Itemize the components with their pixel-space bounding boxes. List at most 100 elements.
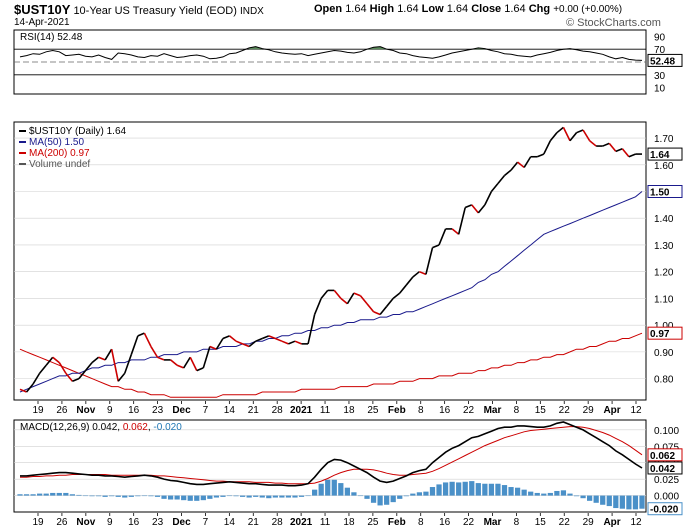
x-tick-label: 26 <box>56 405 68 416</box>
macd-hist-bar <box>298 495 305 497</box>
macd-hist-bar <box>554 490 560 496</box>
price-segment <box>268 335 276 340</box>
price-segment <box>137 332 145 337</box>
macd-hist-bar <box>331 479 337 496</box>
macd-hist-bar <box>534 492 540 496</box>
low-value: 1.64 <box>446 3 469 15</box>
price-segment <box>78 370 87 380</box>
price-segment <box>176 364 184 369</box>
price-segment <box>366 303 375 313</box>
macd-legend-part: -0.020 <box>153 422 182 433</box>
x-tick-label: Nov <box>76 405 95 416</box>
macd-hist-bar <box>115 495 121 497</box>
price-segment <box>333 289 342 299</box>
price-segment <box>477 204 486 214</box>
price-segment <box>386 297 394 307</box>
rsi-line <box>19 46 643 61</box>
hist-value-tag-box <box>647 502 683 516</box>
price-segment <box>229 335 237 342</box>
x-tick-label: 19 <box>32 405 44 416</box>
x-tick-label: 18 <box>343 517 355 528</box>
macd-hist-bar <box>30 494 36 496</box>
x-tick-label: 9 <box>107 517 113 528</box>
x-tick-label: Feb <box>388 405 406 416</box>
price-segment <box>451 228 460 235</box>
rsi-tick-label: 10 <box>654 84 666 95</box>
x-tick-label: 25 <box>367 517 379 528</box>
price-segment <box>359 295 368 305</box>
macd-hist-bar <box>76 494 82 496</box>
ma200-value-tag: 0.97 <box>650 329 670 340</box>
macd-hist-bar <box>456 482 462 496</box>
low-label: Low <box>421 3 444 15</box>
price-segment <box>170 359 178 366</box>
macd-hist-bar <box>606 495 612 507</box>
x-tick-label: 11 <box>320 405 331 416</box>
macd-signal-line <box>20 426 643 485</box>
macd-hist-bar <box>102 495 108 497</box>
macd-hist-bar <box>154 495 161 497</box>
x-tick-label: Nov <box>76 517 95 528</box>
price-segment <box>235 340 243 345</box>
price-segment <box>150 346 159 358</box>
macd-hist-bar <box>521 489 527 496</box>
chart-date: 14-Apr-2021 <box>14 17 70 28</box>
macd-hist-bar <box>436 484 442 496</box>
rsi-overbought-area <box>367 46 387 50</box>
price-segment <box>202 346 211 369</box>
x-tick-label: Feb <box>388 517 406 528</box>
price-segment <box>130 335 139 355</box>
macd-ticks: 0.1000.0750.0500.0250.0000.0620.042-0.02… <box>647 426 683 516</box>
price-segment <box>189 356 198 371</box>
x-tick-label: 19 <box>32 517 44 528</box>
rsi-legend: RSI(14) 52.48 <box>20 32 83 43</box>
macd-hist-bar <box>174 495 180 500</box>
ma200-value-tag-box <box>647 326 683 340</box>
macd-hist-bar <box>593 495 599 503</box>
hist-value-tag: -0.020 <box>650 505 679 516</box>
x-tick-label: 11 <box>320 517 331 528</box>
price-segment <box>72 377 80 383</box>
macd-hist-bar <box>325 479 331 496</box>
open-value: 1.64 <box>345 3 367 15</box>
price-segment <box>98 356 106 361</box>
ma50-value-tag: 1.50 <box>650 188 670 199</box>
x-tick-label: 16 <box>128 405 140 416</box>
price-segment <box>628 153 636 158</box>
x-tick-label: Apr <box>603 517 620 528</box>
macd-hist-bar <box>541 493 547 496</box>
price-segment <box>261 335 270 340</box>
x-tick-label: 8 <box>418 405 424 416</box>
macd-hist-bar <box>528 491 534 496</box>
ohlc-bar: Open 1.64 High 1.64 Low 1.64 Close 1.64 … <box>314 3 622 15</box>
macd-hist-bar <box>23 494 30 496</box>
macd-tick-label: 0.000 <box>654 492 679 503</box>
x-tick-label: 15 <box>535 517 547 528</box>
price-segment <box>510 161 519 171</box>
price-segment <box>346 292 355 305</box>
price-segment <box>143 332 152 347</box>
x-tick-label: 2021 <box>290 517 313 528</box>
x-tick-label: 28 <box>272 405 284 416</box>
macd-hist-bar <box>181 495 187 501</box>
macd-hist-bar <box>547 492 553 496</box>
price-segment <box>294 340 302 345</box>
x-tick-label: 18 <box>343 405 355 416</box>
macd-hist-bar <box>207 495 213 499</box>
price-segment <box>517 161 525 169</box>
rsi-tick-label: 90 <box>654 32 666 43</box>
price-segment <box>45 356 54 366</box>
macd-hist-bar <box>239 495 246 497</box>
x-tick-label: 9 <box>107 405 113 416</box>
x-tick-label: 2021 <box>290 405 313 416</box>
price-segment <box>242 343 250 348</box>
macd-hist-bar <box>410 493 416 496</box>
macd-hist-bar <box>423 491 429 496</box>
macd-hist-bar <box>292 495 298 498</box>
x-tick-label: Dec <box>172 405 191 416</box>
macd-hist-bar <box>122 495 128 498</box>
x-tick-label: 15 <box>535 405 547 416</box>
macd-legend: MACD(12,26,9) 0.042, 0.062, -0.020 <box>20 422 182 433</box>
